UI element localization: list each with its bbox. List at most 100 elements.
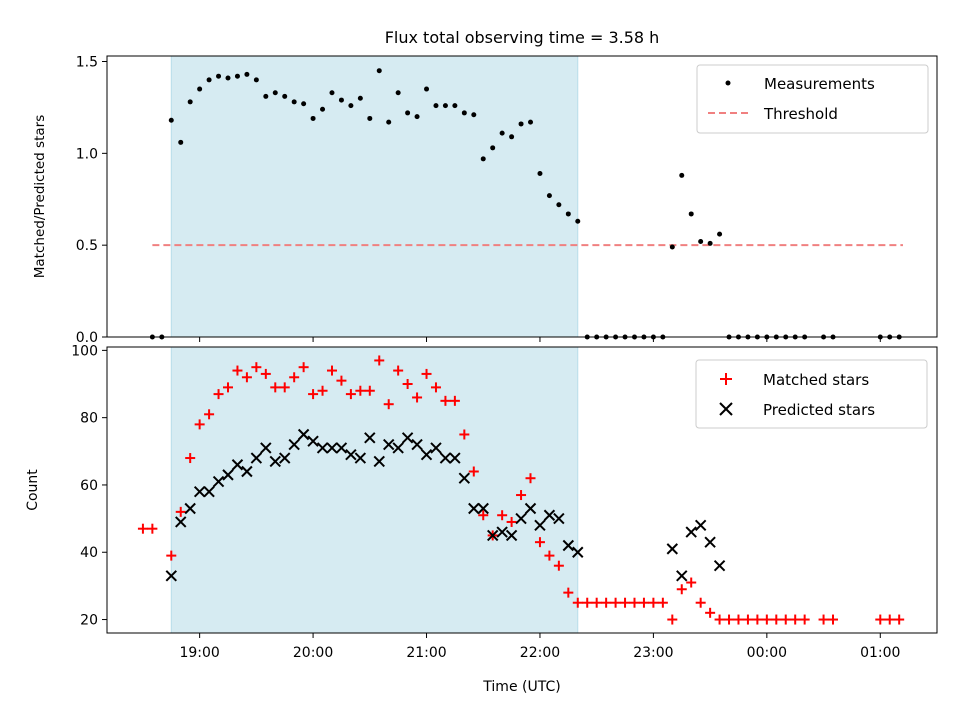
bottom-y-ticks: 20 40 60 80 100	[71, 343, 107, 629]
matched-star-point	[421, 368, 432, 379]
measurement-point	[282, 93, 288, 99]
measurement-point	[480, 156, 486, 162]
bottom-legend: Matched stars Predicted stars	[695, 359, 928, 429]
measurement-point	[225, 75, 231, 81]
y-tick-label: 0.0	[76, 330, 98, 346]
predicted-star-point	[515, 512, 527, 525]
predicted-star-point	[354, 452, 367, 464]
measurement-point	[509, 134, 515, 140]
measurement-point	[707, 240, 713, 246]
predicted-star-point	[496, 526, 508, 538]
measurement-point	[546, 193, 552, 199]
chart-title: Flux total observing time = 3.58 h	[385, 28, 660, 47]
matched-star-point	[345, 389, 356, 400]
top-y-axis-label: Matched/Predicted stars	[32, 115, 48, 278]
predicted-star-point	[468, 502, 480, 515]
bottom-observing-window	[170, 346, 579, 634]
predicted-star-point	[713, 559, 726, 572]
matched-star-point	[648, 597, 659, 608]
matched-star-point	[572, 597, 583, 608]
matched-star-point	[705, 607, 716, 618]
measurement-point	[461, 110, 467, 116]
matched-star-point	[553, 560, 564, 571]
measurement-point	[253, 77, 259, 83]
bottom-panel: 20 40 60 80 100 19:00 20:00 21:00 22:00 23:00 00:…	[25, 343, 938, 695]
predicted-star-point	[411, 438, 423, 451]
matched-star-point	[175, 506, 186, 517]
measurement-point	[679, 172, 685, 178]
measurement-point	[216, 73, 222, 79]
matched-star-point	[308, 389, 319, 400]
matched-star-point	[241, 372, 252, 383]
matched-star-point	[742, 614, 753, 625]
matched-star-point	[752, 614, 763, 625]
matched-star-point	[364, 385, 375, 396]
measurement-point	[452, 103, 458, 109]
matched-star-point	[790, 614, 801, 625]
matched-star-point	[610, 597, 621, 608]
top-y-ticks: 0.0 0.5 1.0 1.5	[76, 55, 107, 346]
predicted-star-point	[335, 442, 348, 454]
top-axes-frame	[106, 55, 938, 338]
matched-star-point	[695, 597, 706, 608]
y-tick-label: 1.5	[76, 55, 98, 71]
matched-star-point	[506, 516, 517, 527]
measurement-point	[405, 110, 411, 116]
matched-star-point	[638, 597, 649, 608]
measurement-point	[518, 121, 524, 127]
matched-star-point	[449, 395, 460, 406]
matched-star-point	[166, 550, 177, 561]
measurement-point	[376, 68, 382, 74]
top-panel: 0.0 0.5 1.0 1.5 Flux total observing time =…	[32, 28, 938, 346]
measurement-point	[537, 171, 543, 177]
matched-star-point	[676, 584, 687, 595]
matched-star-point	[497, 510, 508, 521]
measurement-point	[414, 114, 420, 120]
y-tick-label: 1.0	[76, 146, 98, 162]
matched-star-point	[468, 466, 479, 477]
matched-star-point	[563, 587, 574, 598]
matched-star-point	[714, 614, 725, 625]
matched-star-point	[440, 395, 451, 406]
y-tick-label: 60	[80, 478, 98, 494]
predicted-star-point	[175, 516, 187, 528]
predicted-star-point	[420, 448, 433, 461]
matched-star-point	[147, 523, 158, 534]
x-tick-label: 20:00	[293, 645, 333, 661]
matched-star-point	[204, 409, 215, 420]
predicted-star-point	[505, 529, 518, 542]
predicted-star-point	[316, 442, 329, 454]
measurement-point	[234, 73, 240, 79]
x-tick-label: 00:00	[747, 645, 787, 661]
predicted-star-point	[184, 502, 196, 515]
predicted-star-point	[364, 432, 376, 444]
x-axis-label: Time (UTC)	[482, 679, 560, 695]
legend-marker-measurements	[725, 80, 731, 86]
matched-star-point	[317, 385, 328, 396]
measurement-point	[499, 130, 505, 136]
matched-star-point	[383, 399, 394, 410]
matched-star-point	[402, 379, 413, 390]
matched-star-point	[544, 550, 555, 561]
legend-marker-matched	[720, 373, 732, 385]
measurement-point	[320, 106, 326, 112]
predicted-star-point	[345, 448, 357, 461]
legend-label-matched: Matched stars	[763, 371, 869, 389]
measurement-point	[178, 139, 184, 145]
bottom-axes-frame	[106, 346, 938, 634]
predicted-star-point	[392, 442, 404, 454]
matched-star-point	[761, 614, 772, 625]
matched-star-point	[213, 389, 224, 400]
matched-star-point	[657, 597, 668, 608]
predicted-star-point	[458, 472, 471, 484]
predicted-star-point	[562, 539, 575, 552]
measurement-point	[168, 117, 174, 123]
predicted-star-point	[449, 452, 461, 464]
matched-star-point	[232, 365, 243, 376]
predicted-star-point	[250, 452, 263, 464]
measurement-point	[206, 77, 212, 83]
predicted-star-point	[297, 428, 310, 441]
predicted-star-point	[165, 570, 177, 582]
x-tick-label: 22:00	[520, 645, 560, 661]
predicted-star-point	[193, 485, 206, 498]
